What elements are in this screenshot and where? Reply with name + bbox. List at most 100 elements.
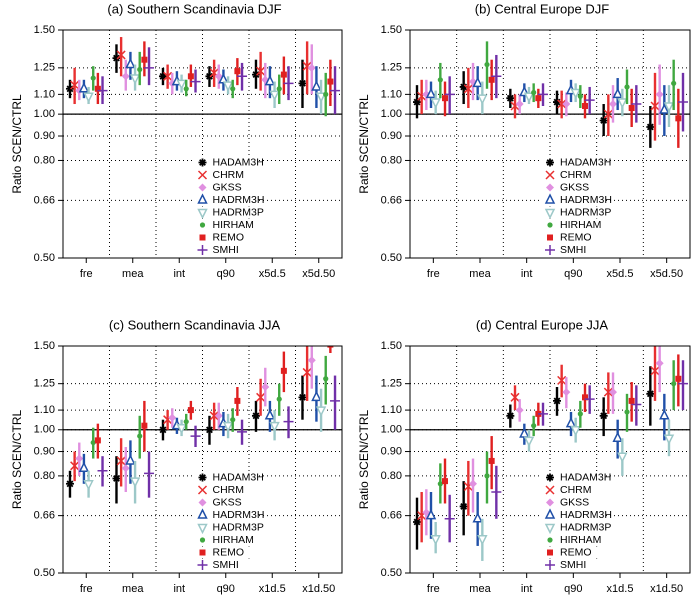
legend-label: HADAM3H: [560, 471, 611, 483]
marker: [544, 523, 556, 535]
y-tick-label: 1.00: [381, 424, 402, 436]
marker: [577, 411, 583, 417]
legend-label: HADRM3P: [213, 206, 264, 218]
panel: (a) Southern Scandinavia DJF Ratio SCEN/C…: [10, 1, 343, 280]
y-tick-label: 0.66: [34, 510, 55, 522]
y-axis-label: Ratio SCEN/CTRL: [10, 409, 24, 509]
marker: [256, 66, 266, 76]
marker: [472, 512, 483, 523]
legend-bg: [542, 559, 604, 571]
x-tick-label: x5d.50: [302, 268, 335, 280]
marker: [237, 71, 248, 82]
marker: [197, 208, 208, 220]
legend-label: REMO: [213, 231, 245, 243]
x-tick-label: q90: [564, 268, 582, 280]
marker: [137, 66, 143, 73]
x-tick-label: x5d.5: [607, 268, 634, 280]
data-layer: [413, 346, 688, 561]
marker: [425, 87, 437, 99]
y-axis-label: Ratio SCEN/CTRL: [357, 409, 371, 509]
x-tick-label: mea: [122, 583, 144, 595]
panel: (d) Central Europe JJA Ratio SCEN/CTRL 0.5…: [357, 317, 691, 595]
marker: [553, 396, 561, 405]
data-layer: [413, 41, 688, 148]
marker: [646, 389, 655, 398]
legend-label: HADRM3P: [213, 521, 264, 533]
x-tick-label: int: [521, 583, 533, 595]
marker: [523, 92, 535, 103]
marker: [678, 378, 688, 389]
marker: [311, 80, 322, 91]
marker: [469, 479, 477, 488]
panel-title: (b) Central Europe DJF: [475, 1, 609, 16]
x-tick-label: fre: [80, 583, 93, 595]
marker: [557, 375, 567, 385]
marker: [663, 102, 675, 113]
legend-bg: [194, 521, 257, 534]
marker: [538, 408, 548, 419]
marker: [205, 425, 214, 434]
marker: [510, 392, 520, 402]
y-tick-label: 0.50: [381, 252, 402, 264]
x-tick-label: int: [521, 268, 533, 280]
marker: [70, 80, 80, 90]
marker: [547, 537, 553, 543]
legend-label: HADRM3P: [560, 206, 611, 218]
marker: [323, 376, 329, 382]
marker: [283, 78, 294, 89]
marker: [612, 431, 623, 442]
marker: [491, 71, 502, 82]
marker: [671, 80, 677, 86]
marker: [477, 535, 488, 546]
marker: [125, 57, 136, 69]
legend-label: HIRHAM: [560, 534, 601, 546]
y-tick-label: 0.90: [34, 445, 55, 457]
marker: [442, 478, 448, 485]
marker: [280, 367, 287, 374]
marker: [197, 508, 208, 519]
marker: [546, 473, 554, 482]
marker: [546, 183, 554, 192]
marker: [144, 468, 155, 479]
marker: [176, 423, 187, 435]
marker: [444, 513, 455, 524]
x-tick-label: x1d.50: [650, 583, 683, 595]
marker: [655, 359, 664, 368]
marker: [97, 465, 108, 476]
marker: [562, 100, 571, 109]
marker: [116, 50, 126, 60]
y-tick-label: 1.25: [381, 62, 402, 74]
y-tick-label: 0.80: [381, 470, 402, 482]
marker: [315, 406, 327, 417]
legend-bg: [542, 509, 604, 521]
legend-label: GKSS: [560, 496, 589, 508]
marker: [129, 74, 141, 85]
legend-bg: [194, 231, 257, 244]
marker: [199, 549, 206, 556]
marker: [523, 436, 535, 448]
marker: [158, 425, 167, 434]
y-tick-label: 0.50: [34, 567, 55, 579]
legend-bg: [542, 219, 604, 231]
marker: [256, 392, 266, 402]
legend-label: CHRM: [213, 169, 245, 181]
x-tick-label: fre: [427, 268, 440, 280]
x-tick-label: mea: [122, 268, 144, 280]
marker: [94, 85, 101, 92]
marker: [546, 158, 554, 167]
marker: [515, 100, 524, 109]
y-tick-label: 1.25: [34, 378, 55, 390]
marker: [168, 413, 177, 422]
legend-label: HADRM3H: [213, 509, 265, 521]
legend-label: SMHI: [213, 559, 239, 571]
marker: [488, 457, 495, 464]
marker: [121, 464, 130, 473]
marker: [198, 158, 207, 167]
marker: [484, 61, 490, 68]
marker: [624, 409, 630, 415]
y-tick-label: 1.10: [381, 88, 402, 100]
marker: [444, 89, 455, 100]
marker: [547, 234, 553, 241]
marker: [75, 454, 84, 463]
legend-label: SMHI: [560, 244, 586, 256]
